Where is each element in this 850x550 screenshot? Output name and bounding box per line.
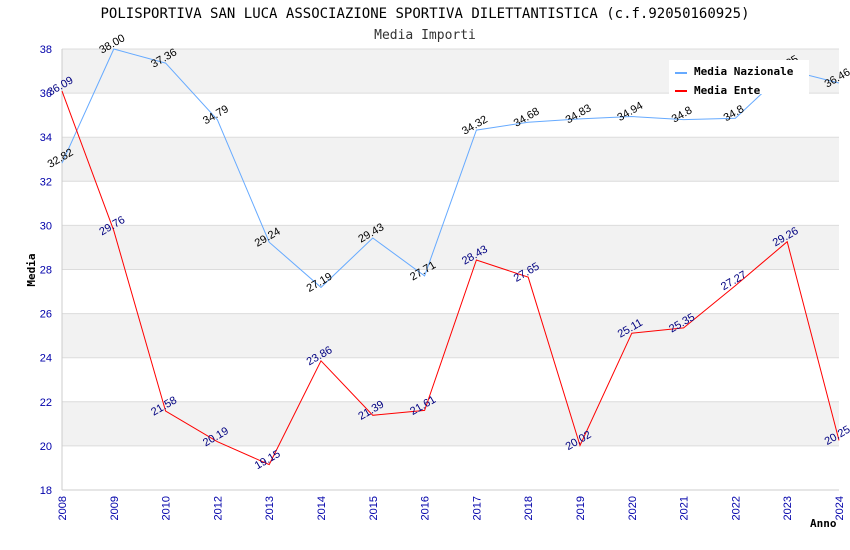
band xyxy=(62,93,839,138)
legend-label-media-nazionale: Media Nazionale xyxy=(694,65,794,78)
chart-subtitle: Media Importi xyxy=(374,28,476,43)
series-line-media-nazionale xyxy=(61,48,840,289)
axes xyxy=(61,49,839,491)
y-axis-label: Media xyxy=(25,253,38,286)
y-tick-labels: 18 20 22 24 26 28 30 32 34 36 38 xyxy=(40,44,52,497)
y-tick-label: 32 xyxy=(40,176,52,188)
series-lines xyxy=(61,48,840,466)
y-tick-label: 36 xyxy=(40,88,52,100)
x-tick-label: 2016 xyxy=(420,496,432,520)
x-tick-label: 2021 xyxy=(679,496,691,520)
legend-box xyxy=(669,60,809,94)
x-tick-label: 2022 xyxy=(730,496,742,520)
band xyxy=(62,445,839,490)
y-tick-label: 34 xyxy=(40,132,52,144)
x-tick-label: 2020 xyxy=(627,496,639,520)
x-tick-label: 2015 xyxy=(368,496,380,520)
y-tick-label: 26 xyxy=(40,309,52,321)
y-tick-label: 20 xyxy=(40,441,52,453)
x-tick-label: 2017 xyxy=(471,496,483,520)
band xyxy=(62,225,839,270)
x-tick-labels: 2008 2009 2010 2012 2013 2014 2015 2016 2017 2018… xyxy=(57,496,846,520)
x-tick-label: 2013 xyxy=(264,496,276,520)
y-tick-label: 24 xyxy=(40,353,52,365)
y-tick-label: 28 xyxy=(40,265,52,277)
x-axis-label: Anno xyxy=(810,517,837,530)
x-tick-label: 2012 xyxy=(212,496,224,520)
band xyxy=(62,137,839,182)
x-tick-label: 2018 xyxy=(523,496,535,520)
x-tick-label: 2009 xyxy=(109,496,121,520)
y-tick-label: 22 xyxy=(40,397,52,409)
y-tick-label: 38 xyxy=(40,44,52,56)
chart-title: POLISPORTIVA SAN LUCA ASSOCIAZIONE SPORT… xyxy=(100,6,749,22)
x-tick-label: 2024 xyxy=(834,496,846,520)
band xyxy=(62,357,839,402)
legend-label-media-ente: Media Ente xyxy=(694,84,761,97)
x-tick-label: 2008 xyxy=(57,496,69,520)
legend: Media Nazionale Media Ente xyxy=(669,60,809,97)
y-tick-label: 30 xyxy=(40,220,52,232)
x-tick-label: 2010 xyxy=(161,496,173,520)
x-tick-label: 2019 xyxy=(575,496,587,520)
x-tick-label: 2014 xyxy=(316,496,328,520)
band xyxy=(62,269,839,314)
band xyxy=(62,401,839,446)
x-tick-label: 2023 xyxy=(782,496,794,520)
y-tick-label: 18 xyxy=(40,485,52,497)
series-line-media-ente xyxy=(61,90,840,466)
plot-background xyxy=(62,49,839,490)
